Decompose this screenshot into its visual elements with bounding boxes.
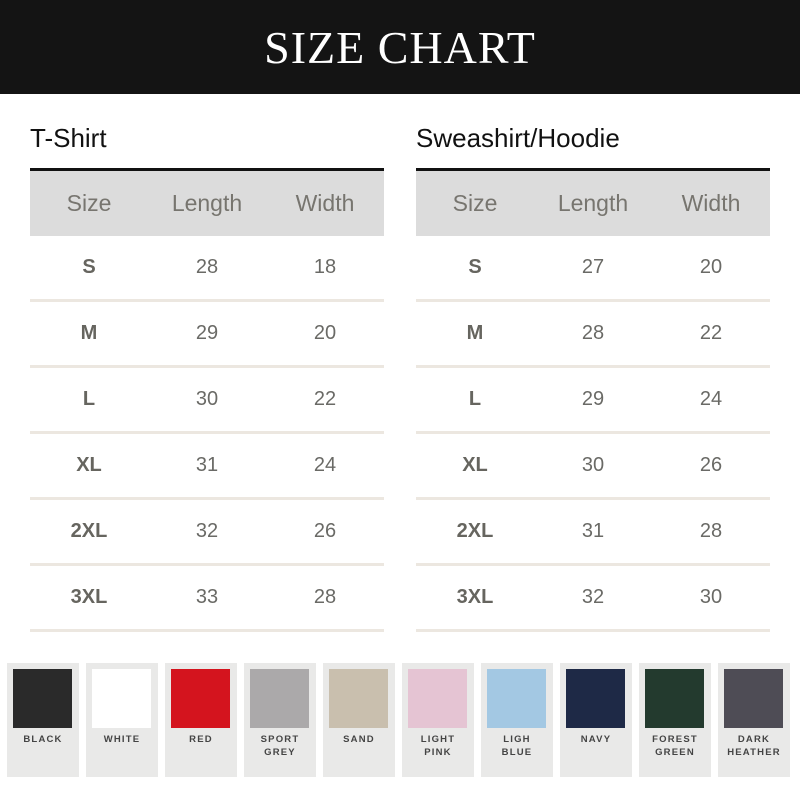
length-cell: 29 — [581, 388, 605, 410]
color-card: WHITE — [86, 663, 158, 777]
table-row: 2XL 32 26 — [30, 500, 384, 566]
length-cell: 33 — [195, 586, 219, 608]
table-header: Size Length Width — [416, 171, 770, 236]
width-cell: 28 — [699, 520, 723, 542]
color-label: SAND — [343, 734, 375, 745]
table-row: S 27 20 — [416, 236, 770, 302]
color-label: RED — [189, 734, 213, 745]
color-card: SAND — [323, 663, 395, 777]
color-chip — [408, 669, 467, 728]
color-chip — [724, 669, 783, 728]
color-chip — [171, 669, 230, 728]
color-card: LIGHT PINK — [402, 663, 474, 777]
column-header: Length — [557, 190, 629, 216]
length-cell: 31 — [195, 454, 219, 476]
size-cell: L — [82, 388, 96, 410]
color-label: FOREST GREEN — [652, 734, 698, 758]
size-cell: 2XL — [70, 520, 108, 542]
width-cell: 18 — [313, 256, 337, 278]
color-swatches: BLACK WHITE RED SPORT GREY SAND LIGHT PINK LIG… — [7, 663, 790, 777]
size-cell: L — [468, 388, 482, 410]
length-cell: 32 — [581, 586, 605, 608]
size-table: Size Length Width S 27 20 M 28 22 L 29 24 XL 30 26 2XL 3… — [416, 168, 770, 632]
table-row: L 30 22 — [30, 368, 384, 434]
table-row: XL 30 26 — [416, 434, 770, 500]
size-cell: 2XL — [456, 520, 494, 542]
table-row: S 28 18 — [30, 236, 384, 302]
tshirt-size-table: T-Shirt Size Length Width S 28 18 M 29 20 L 30 22 XL 3… — [30, 118, 384, 632]
width-cell: 28 — [313, 586, 337, 608]
size-cell: 3XL — [70, 586, 108, 608]
color-label: LIGH BLUE — [501, 734, 533, 758]
color-card: DARK HEATHER — [718, 663, 790, 777]
length-cell: 28 — [195, 256, 219, 278]
table-row: L 29 24 — [416, 368, 770, 434]
color-chip — [250, 669, 309, 728]
table-title: T-Shirt — [30, 123, 107, 153]
column-header: Width — [295, 190, 355, 216]
column-header: Size — [66, 190, 112, 216]
table-title: Sweashirt/Hoodie — [416, 123, 620, 153]
size-cell: 3XL — [456, 586, 494, 608]
color-card: LIGH BLUE — [481, 663, 553, 777]
color-card: FOREST GREEN — [639, 663, 711, 777]
width-cell: 24 — [699, 388, 723, 410]
color-chip — [329, 669, 388, 728]
hoodie-size-table: Sweashirt/Hoodie Size Length Width S 27 20 M 28 2… — [416, 118, 770, 632]
length-cell: 27 — [581, 256, 605, 278]
table-header: Size Length Width — [30, 171, 384, 236]
color-chip — [645, 669, 704, 728]
column-header: Size — [452, 190, 498, 216]
color-chip — [92, 669, 151, 728]
column-header: Length — [171, 190, 243, 216]
length-cell: 30 — [581, 454, 605, 476]
size-cell: XL — [462, 454, 488, 476]
width-cell: 20 — [699, 256, 723, 278]
color-card: RED — [165, 663, 237, 777]
length-cell: 31 — [581, 520, 605, 542]
table-row: M 29 20 — [30, 302, 384, 368]
color-card: SPORT GREY — [244, 663, 316, 777]
color-label: BLACK — [23, 734, 63, 745]
width-cell: 26 — [313, 520, 337, 542]
color-label: SPORT GREY — [260, 734, 300, 758]
table-row: 3XL 33 28 — [30, 566, 384, 632]
color-label: LIGHT PINK — [420, 734, 456, 758]
color-chip — [566, 669, 625, 728]
color-card: BLACK — [7, 663, 79, 777]
length-cell: 30 — [195, 388, 219, 410]
title-banner: SIZE CHART — [0, 0, 800, 94]
column-header: Width — [681, 190, 741, 216]
table-row: 2XL 31 28 — [416, 500, 770, 566]
size-cell: S — [82, 256, 96, 278]
color-chip — [13, 669, 72, 728]
width-cell: 30 — [699, 586, 723, 608]
color-chip — [487, 669, 546, 728]
length-cell: 32 — [195, 520, 219, 542]
table-row: 3XL 32 30 — [416, 566, 770, 632]
table-row: XL 31 24 — [30, 434, 384, 500]
page-title: SIZE CHART — [264, 21, 536, 73]
table-row: M 28 22 — [416, 302, 770, 368]
width-cell: 22 — [699, 322, 723, 344]
color-label: DARK HEATHER — [727, 734, 781, 758]
length-cell: 29 — [195, 322, 219, 344]
size-cell: M — [80, 322, 98, 344]
size-cell: S — [468, 256, 482, 278]
size-cell: M — [466, 322, 484, 344]
color-label: NAVY — [580, 734, 612, 745]
color-card: NAVY — [560, 663, 632, 777]
width-cell: 24 — [313, 454, 337, 476]
width-cell: 22 — [313, 388, 337, 410]
size-table: Size Length Width S 28 18 M 29 20 L 30 22 XL 31 24 2XL 3… — [30, 168, 384, 632]
width-cell: 26 — [699, 454, 723, 476]
size-cell: XL — [76, 454, 102, 476]
color-label: WHITE — [103, 734, 141, 745]
length-cell: 28 — [581, 322, 605, 344]
width-cell: 20 — [313, 322, 337, 344]
